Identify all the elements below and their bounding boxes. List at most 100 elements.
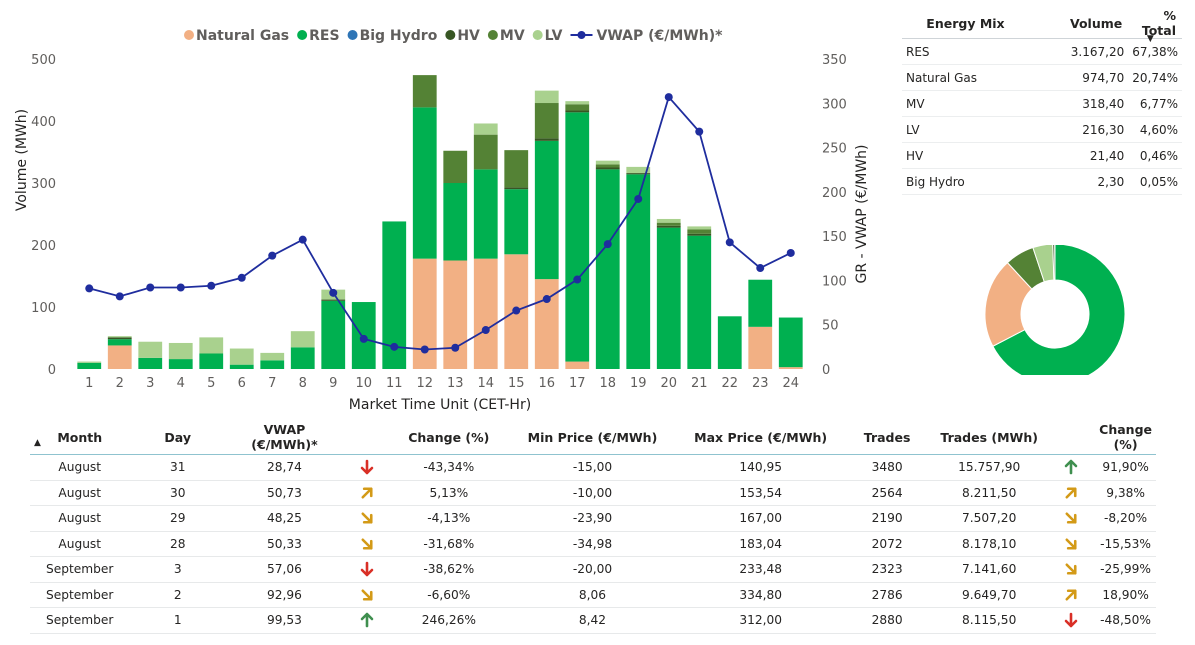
energy-mix-row[interactable]: HV 21,40 0,46% [902, 142, 1182, 169]
col-trades-change[interactable]: Change (%) [1099, 422, 1152, 452]
bar-mv[interactable] [473, 134, 498, 170]
bar-lv[interactable] [534, 90, 559, 104]
vwap-point[interactable] [420, 345, 429, 354]
energy-mix-row[interactable]: Natural Gas 974,70 20,74% [902, 64, 1182, 91]
vwap-point[interactable] [634, 194, 643, 203]
energy-mix-row[interactable]: MV 318,40 6,77% [902, 90, 1182, 117]
bar-lv[interactable] [290, 331, 315, 348]
bar-lv[interactable] [595, 160, 620, 165]
bar-mv[interactable] [565, 104, 590, 111]
bar-natural_gas[interactable] [443, 260, 468, 370]
vwap-point[interactable] [725, 238, 734, 247]
bar-res[interactable] [229, 364, 254, 369]
bar-mv[interactable] [412, 75, 437, 108]
bar-res[interactable] [138, 357, 163, 369]
bar-natural_gas[interactable] [565, 361, 590, 369]
vwap-point[interactable] [176, 283, 185, 292]
bar-lv[interactable] [77, 361, 102, 363]
bar-mv[interactable] [534, 103, 559, 139]
col-month[interactable]: ▲ Month [30, 420, 129, 455]
bar-lv[interactable] [107, 336, 132, 338]
donut-slice-res[interactable] [992, 245, 1126, 375]
bar-lv[interactable] [656, 218, 681, 223]
daily-table-row[interactable]: August 28 50,33 -31,68% -34,98 183,04 2072 8.17… [30, 531, 1156, 557]
bar-natural_gas[interactable] [748, 326, 773, 369]
bar-res[interactable] [290, 347, 315, 369]
bar-mv[interactable] [504, 150, 529, 188]
bar-res[interactable] [168, 359, 193, 369]
bar-res[interactable] [260, 360, 285, 369]
bar-res[interactable] [626, 174, 651, 369]
bar-res[interactable] [687, 235, 712, 369]
energy-mix-row[interactable]: RES 3.167,20 67,38% [902, 38, 1182, 65]
col-trades[interactable]: Trades [863, 429, 911, 445]
energy-mix-col-name[interactable]: Energy Mix [926, 15, 1005, 31]
col-min-price[interactable]: Min Price (€/MWh) [527, 429, 658, 445]
vwap-point[interactable] [603, 240, 612, 249]
bar-res[interactable] [382, 221, 407, 369]
vwap-point[interactable] [85, 284, 94, 293]
vwap-point[interactable] [268, 251, 277, 260]
energy-mix-col-pct[interactable]: % Total [1141, 8, 1176, 38]
bar-natural_gas[interactable] [107, 345, 132, 369]
bar-lv[interactable] [168, 342, 193, 360]
bar-mv[interactable] [656, 222, 681, 226]
energy-mix-col-volume[interactable]: ▼ Volume [1029, 8, 1154, 45]
legend-item-vwap[interactable]: VWAP (€/MWh)* [570, 28, 724, 44]
col-vwap[interactable]: VWAP (€/MWh)* [251, 422, 318, 452]
bar-hv[interactable] [626, 173, 651, 175]
bar-lv[interactable] [138, 341, 163, 358]
bar-res[interactable] [199, 353, 224, 370]
col-day[interactable]: Day [129, 420, 226, 455]
vwap-point[interactable] [542, 295, 551, 304]
vwap-point[interactable] [481, 326, 490, 335]
vwap-point[interactable] [298, 235, 307, 244]
bar-res[interactable] [504, 189, 529, 255]
vwap-point[interactable] [664, 93, 673, 102]
legend-item-lv[interactable]: LV [532, 28, 563, 44]
bar-res[interactable] [534, 140, 559, 280]
bar-res[interactable] [412, 107, 437, 259]
vwap-point[interactable] [695, 127, 704, 136]
col-max-price[interactable]: Max Price (€/MWh) [694, 429, 828, 445]
bar-res[interactable] [778, 317, 803, 368]
energy-mix-row[interactable]: LV 216,30 4,60% [902, 116, 1182, 143]
vwap-point[interactable] [451, 343, 460, 352]
vwap-point[interactable] [512, 306, 521, 315]
bar-res[interactable] [321, 300, 346, 369]
bar-natural_gas[interactable] [778, 367, 803, 369]
bar-res[interactable] [595, 169, 620, 369]
vwap-point[interactable] [146, 283, 155, 292]
bar-mv[interactable] [687, 229, 712, 234]
bar-hv[interactable] [534, 138, 559, 141]
bar-lv[interactable] [687, 226, 712, 230]
bar-res[interactable] [77, 362, 102, 369]
daily-table-row[interactable]: September 1 99,53 246,26% 8,42 312,00 2880 8.11… [30, 607, 1156, 634]
energy-mix-row[interactable]: Big Hydro 2,30 0,05% [902, 168, 1182, 195]
bar-res[interactable] [473, 169, 498, 259]
bar-hv[interactable] [656, 225, 681, 228]
legend-item-res[interactable]: RES [297, 28, 340, 44]
bar-res[interactable] [443, 183, 468, 261]
bar-res[interactable] [565, 112, 590, 362]
bar-natural_gas[interactable] [412, 258, 437, 369]
vwap-point[interactable] [207, 281, 216, 290]
bar-hv[interactable] [321, 299, 346, 301]
vwap-point[interactable] [359, 334, 368, 343]
legend-item-natural_gas[interactable]: Natural Gas [184, 28, 289, 44]
bar-res[interactable] [748, 279, 773, 327]
bar-hv[interactable] [595, 167, 620, 170]
vwap-point[interactable] [237, 273, 246, 282]
legend-item-hv[interactable]: HV [445, 28, 480, 44]
vwap-point[interactable] [115, 292, 124, 301]
bar-res[interactable] [656, 227, 681, 369]
bar-hv[interactable] [687, 233, 712, 236]
vwap-point[interactable] [329, 288, 338, 297]
col-trades-mwh[interactable]: Trades (MWh) [940, 429, 1038, 445]
daily-table-row[interactable]: August 30 50,73 5,13% -10,00 153,54 2564 8.211,… [30, 480, 1156, 506]
bar-lv[interactable] [626, 166, 651, 174]
daily-table-row[interactable]: August 29 48,25 -4,13% -23,90 167,00 2190 7.507… [30, 505, 1156, 532]
bar-lv[interactable] [260, 352, 285, 361]
daily-table-row[interactable]: September 3 57,06 -38,62% -20,00 233,48 2323 7.… [30, 556, 1156, 583]
vwap-point[interactable] [390, 342, 399, 351]
